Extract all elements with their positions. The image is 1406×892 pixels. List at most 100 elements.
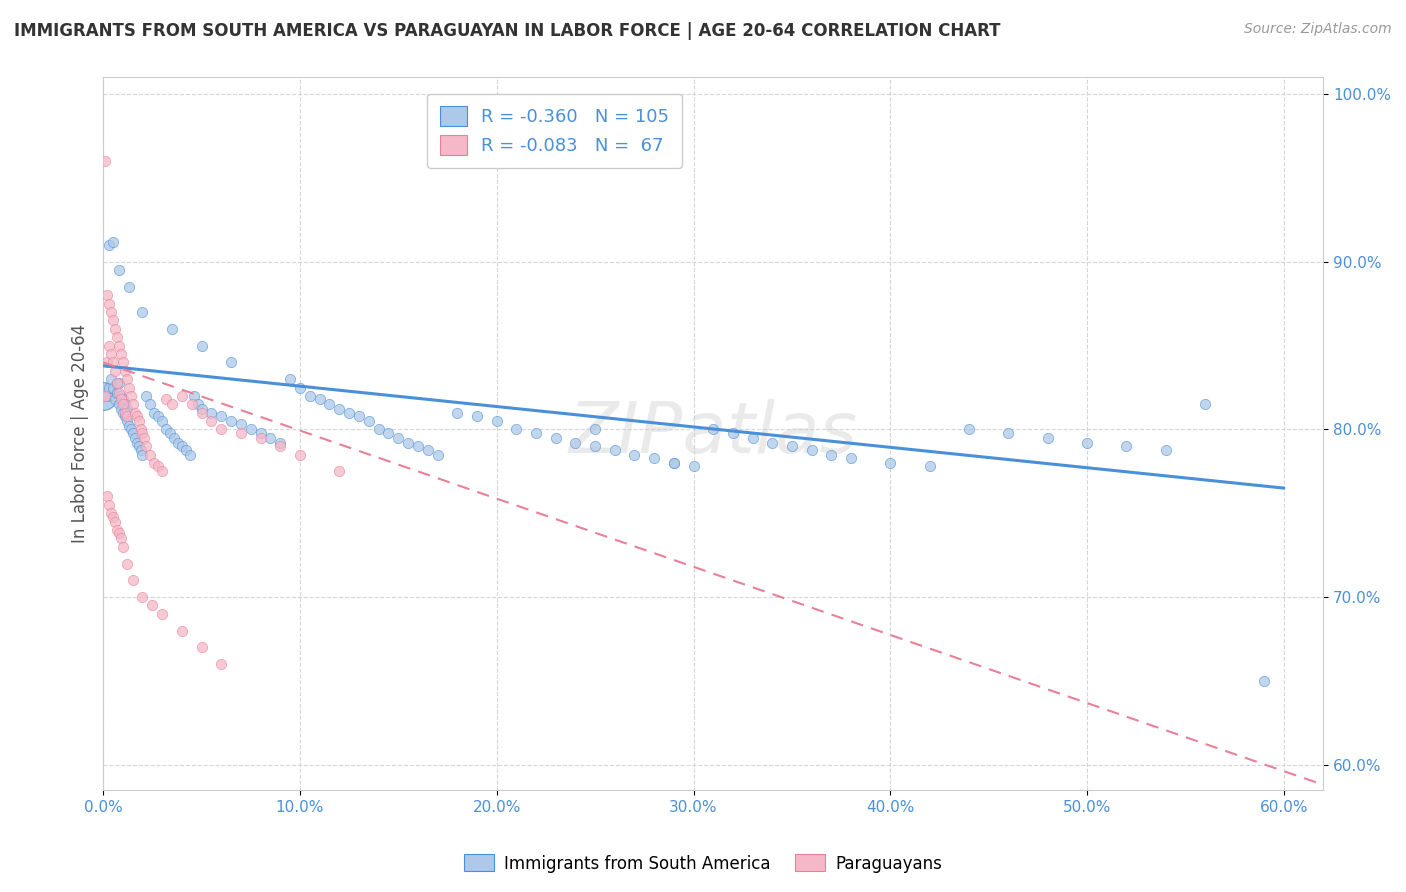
Point xyxy=(101,313,124,327)
Point xyxy=(347,409,370,423)
Point xyxy=(662,456,685,470)
Point xyxy=(918,459,941,474)
Point xyxy=(120,389,142,403)
Point xyxy=(105,376,128,390)
Point xyxy=(583,439,606,453)
Point xyxy=(160,322,183,336)
Point xyxy=(465,409,488,423)
Point xyxy=(110,392,132,407)
Point xyxy=(94,389,117,403)
Point xyxy=(128,414,150,428)
Point xyxy=(131,305,153,319)
Point xyxy=(104,322,127,336)
Point xyxy=(761,435,783,450)
Point xyxy=(108,263,131,277)
Point xyxy=(839,450,862,465)
Point xyxy=(135,389,157,403)
Point xyxy=(110,389,132,403)
Point xyxy=(643,450,665,465)
Point xyxy=(108,526,131,541)
Point xyxy=(174,442,197,457)
Point xyxy=(583,422,606,436)
Point xyxy=(239,422,262,436)
Point xyxy=(111,397,134,411)
Point xyxy=(129,442,152,457)
Point xyxy=(780,439,803,453)
Point xyxy=(1194,397,1216,411)
Point xyxy=(131,425,153,440)
Point xyxy=(121,574,143,588)
Point xyxy=(128,439,150,453)
Point xyxy=(318,397,340,411)
Point xyxy=(190,338,212,352)
Point xyxy=(170,439,193,453)
Point xyxy=(190,402,212,417)
Point xyxy=(259,431,281,445)
Point xyxy=(1115,439,1137,453)
Point xyxy=(100,372,122,386)
Point xyxy=(105,330,128,344)
Point xyxy=(209,422,232,436)
Point xyxy=(129,422,152,436)
Point xyxy=(1076,435,1098,450)
Point xyxy=(446,406,468,420)
Point xyxy=(100,506,122,520)
Point xyxy=(118,280,141,294)
Point xyxy=(101,355,124,369)
Point xyxy=(879,456,901,470)
Point xyxy=(150,607,173,621)
Legend: R = -0.360   N = 105, R = -0.083   N =  67: R = -0.360 N = 105, R = -0.083 N = 67 xyxy=(427,94,682,168)
Point xyxy=(288,380,311,394)
Legend: Immigrants from South America, Paraguayans: Immigrants from South America, Paraguaya… xyxy=(457,847,949,880)
Point xyxy=(115,409,138,423)
Point xyxy=(229,425,252,440)
Point xyxy=(108,338,131,352)
Text: Source: ZipAtlas.com: Source: ZipAtlas.com xyxy=(1244,22,1392,37)
Point xyxy=(278,372,301,386)
Point xyxy=(603,442,626,457)
Point xyxy=(110,347,132,361)
Point xyxy=(105,385,128,400)
Point xyxy=(416,442,439,457)
Point xyxy=(387,431,409,445)
Point xyxy=(800,442,823,457)
Point xyxy=(682,459,704,474)
Point xyxy=(170,624,193,638)
Point xyxy=(148,409,170,423)
Point xyxy=(337,406,360,420)
Point xyxy=(200,414,222,428)
Point xyxy=(101,235,124,249)
Point xyxy=(187,397,209,411)
Point xyxy=(564,435,586,450)
Point xyxy=(98,380,121,394)
Point xyxy=(721,425,744,440)
Point xyxy=(1154,442,1177,457)
Point xyxy=(104,392,127,407)
Point xyxy=(143,406,166,420)
Point xyxy=(141,599,163,613)
Point xyxy=(114,406,136,420)
Point xyxy=(396,435,419,450)
Point xyxy=(108,376,131,390)
Point xyxy=(426,448,449,462)
Point xyxy=(110,532,132,546)
Point xyxy=(100,305,122,319)
Point xyxy=(269,439,291,453)
Point xyxy=(111,406,134,420)
Point xyxy=(100,347,122,361)
Point xyxy=(288,448,311,462)
Point xyxy=(115,402,138,417)
Point xyxy=(544,431,567,445)
Point xyxy=(377,425,399,440)
Point xyxy=(96,355,118,369)
Point xyxy=(150,464,173,478)
Point xyxy=(524,425,547,440)
Point xyxy=(98,498,121,512)
Point xyxy=(104,364,127,378)
Point xyxy=(505,422,527,436)
Point xyxy=(98,238,121,252)
Point xyxy=(105,523,128,537)
Point xyxy=(190,640,212,655)
Point xyxy=(110,402,132,417)
Point xyxy=(820,448,842,462)
